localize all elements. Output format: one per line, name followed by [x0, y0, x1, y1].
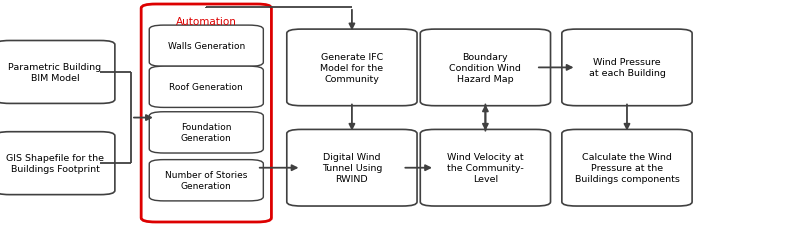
Text: Walls Generation: Walls Generation	[167, 42, 245, 51]
FancyBboxPatch shape	[149, 67, 263, 108]
Text: Number of Stories
Generation: Number of Stories Generation	[165, 170, 248, 190]
FancyBboxPatch shape	[286, 30, 417, 106]
Text: Roof Generation: Roof Generation	[169, 83, 244, 92]
FancyBboxPatch shape	[149, 112, 263, 153]
Text: Automation: Automation	[176, 17, 237, 27]
FancyBboxPatch shape	[561, 30, 692, 106]
FancyBboxPatch shape	[149, 26, 263, 67]
FancyBboxPatch shape	[421, 130, 550, 206]
Text: Generate IFC
Model for the
Community: Generate IFC Model for the Community	[320, 53, 383, 84]
FancyBboxPatch shape	[0, 132, 115, 195]
FancyBboxPatch shape	[149, 160, 263, 201]
FancyBboxPatch shape	[421, 30, 550, 106]
FancyBboxPatch shape	[141, 5, 272, 222]
Text: Wind Pressure
at each Building: Wind Pressure at each Building	[588, 58, 666, 78]
Text: Digital Wind
Tunnel Using
RWIND: Digital Wind Tunnel Using RWIND	[322, 153, 382, 183]
Text: GIS Shapefile for the
Buildings Footprint: GIS Shapefile for the Buildings Footprin…	[6, 153, 104, 173]
FancyBboxPatch shape	[561, 130, 692, 206]
FancyBboxPatch shape	[0, 41, 115, 104]
Text: Wind Velocity at
the Community-
Level: Wind Velocity at the Community- Level	[447, 153, 523, 183]
Text: Calculate the Wind
Pressure at the
Buildings components: Calculate the Wind Pressure at the Build…	[574, 153, 680, 183]
Text: Foundation
Generation: Foundation Generation	[181, 123, 231, 143]
FancyBboxPatch shape	[286, 130, 417, 206]
Text: Parametric Building
BIM Model: Parametric Building BIM Model	[8, 63, 102, 83]
Text: Boundary
Condition Wind
Hazard Map: Boundary Condition Wind Hazard Map	[450, 53, 521, 84]
